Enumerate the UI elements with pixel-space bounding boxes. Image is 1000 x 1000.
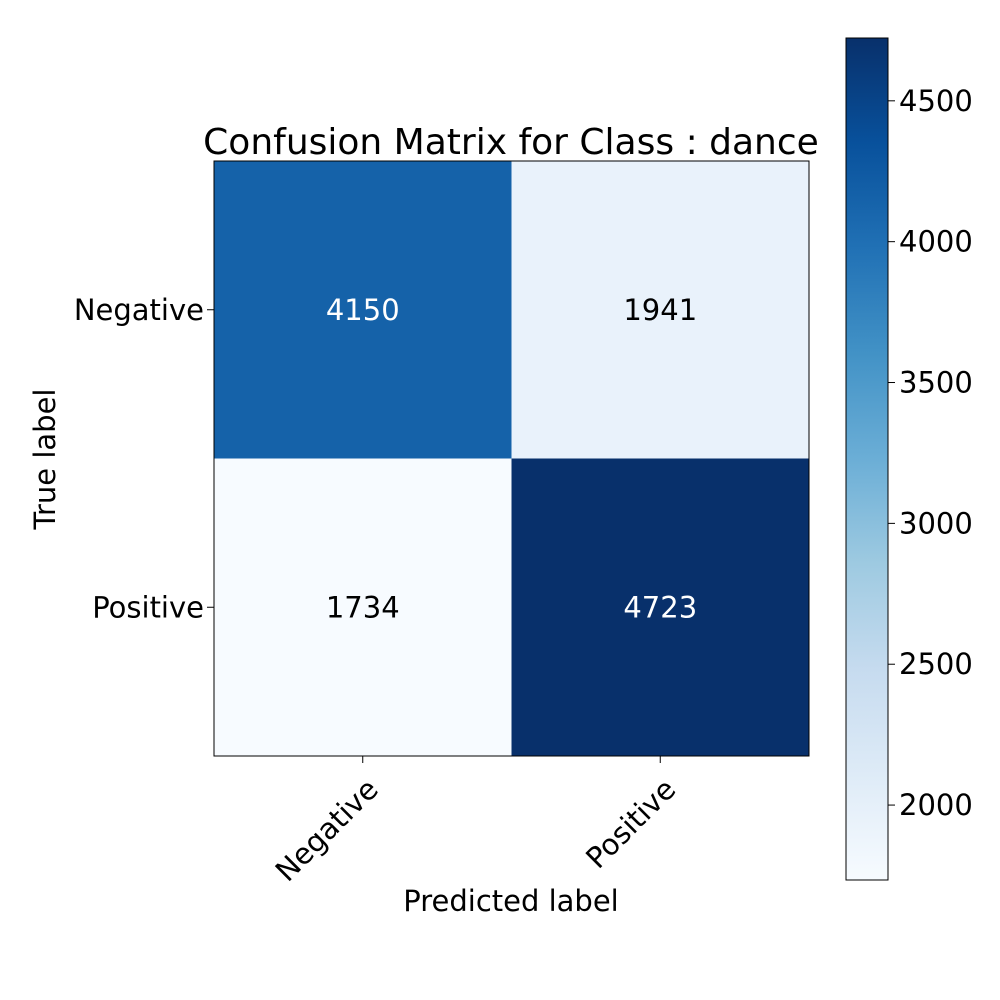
matrix-cell (511, 161, 809, 459)
x-axis-ticks: Negative Positive (269, 756, 682, 888)
matrix-cell (214, 161, 512, 459)
x-axis-label: Predicted label (403, 884, 619, 918)
chart-title: Confusion Matrix for Class : dance (203, 122, 819, 163)
colorbar-tick-label: 4000 (899, 225, 973, 259)
y-axis-ticks: Negative Positive (74, 293, 214, 624)
colorbar-tick-label: 3000 (899, 506, 973, 540)
colorbar-tick-label: 3500 (899, 366, 973, 400)
cell-value-label: 1734 (326, 590, 400, 624)
matrix-frame (213, 160, 810, 757)
colorbar (845, 37, 889, 881)
matrix-cells: 4150 1941 1734 4723 (214, 161, 809, 756)
x-tick-label: Positive (579, 772, 682, 875)
colorbar-tick-label: 4500 (899, 84, 973, 118)
colorbar-ticks: 2000 2500 3000 3500 4000 4500 (888, 84, 973, 822)
y-tick-label: Negative (74, 293, 204, 327)
x-tick-label: Negative (269, 772, 385, 888)
cell-value-label: 4723 (623, 590, 697, 624)
colorbar-tick-label: 2000 (899, 788, 973, 822)
cell-value-label: 1941 (623, 293, 697, 327)
y-axis-label: True label (28, 389, 62, 531)
cell-value-label: 4150 (326, 293, 400, 327)
y-tick-label: Positive (92, 590, 204, 624)
matrix-cell (214, 458, 512, 756)
matrix-cell (511, 458, 809, 756)
colorbar-tick-label: 2500 (899, 647, 973, 681)
